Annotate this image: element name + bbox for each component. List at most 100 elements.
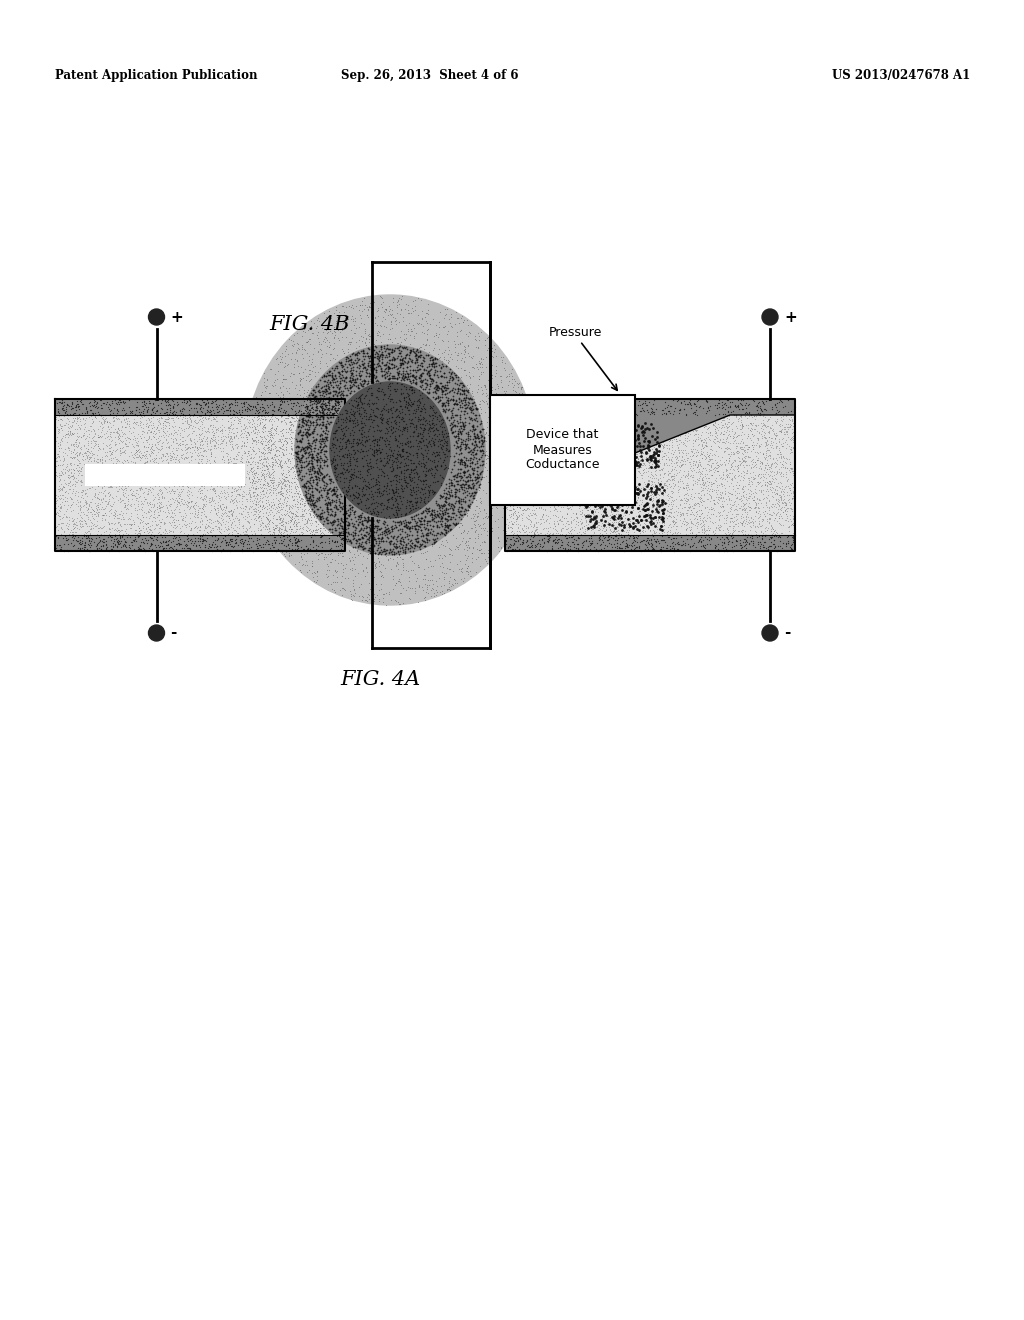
Point <box>135 420 152 441</box>
Point <box>465 536 481 557</box>
Point <box>183 422 200 444</box>
Point <box>521 508 538 529</box>
Point <box>638 504 654 525</box>
Point <box>96 428 113 449</box>
Point <box>507 426 523 447</box>
Point <box>585 434 601 455</box>
Point <box>539 467 555 488</box>
Point <box>441 418 458 440</box>
Point <box>248 502 264 523</box>
Point <box>365 393 381 414</box>
Point <box>362 477 379 498</box>
Point <box>194 483 210 504</box>
Point <box>73 470 89 491</box>
Point <box>287 506 303 527</box>
Point <box>228 523 245 544</box>
Point <box>509 490 525 511</box>
Point <box>515 520 531 541</box>
Point <box>335 389 351 411</box>
Point <box>232 471 249 492</box>
Point <box>716 532 732 553</box>
Point <box>762 504 778 525</box>
Point <box>728 417 744 438</box>
Point <box>322 350 338 371</box>
Point <box>597 499 613 520</box>
Point <box>664 465 680 486</box>
Point <box>572 503 589 524</box>
Point <box>516 499 532 520</box>
Point <box>514 422 530 444</box>
Point <box>697 432 714 453</box>
Point <box>635 506 651 527</box>
Point <box>318 399 335 420</box>
Point <box>727 450 743 471</box>
Point <box>140 457 157 478</box>
Point <box>233 503 250 524</box>
Point <box>710 430 726 451</box>
Point <box>466 513 482 535</box>
Point <box>510 442 526 463</box>
Point <box>710 420 726 441</box>
Point <box>194 480 210 502</box>
Point <box>519 459 536 480</box>
Point <box>86 500 102 521</box>
Point <box>627 461 643 482</box>
Point <box>609 449 626 470</box>
Point <box>677 510 693 531</box>
Point <box>267 527 284 548</box>
Point <box>638 531 654 552</box>
Point <box>353 375 370 396</box>
Point <box>492 441 508 462</box>
Point <box>286 356 302 378</box>
Point <box>583 454 599 475</box>
Point <box>266 454 283 475</box>
Point <box>60 408 77 429</box>
Point <box>679 421 695 442</box>
Point <box>468 455 484 477</box>
Point <box>292 475 308 496</box>
Point <box>361 463 378 484</box>
Point <box>422 397 438 418</box>
Point <box>325 516 341 537</box>
Point <box>301 384 317 405</box>
Point <box>612 496 629 517</box>
Point <box>500 477 516 498</box>
Point <box>595 503 611 524</box>
Point <box>404 358 421 379</box>
Point <box>573 434 590 455</box>
Point <box>548 418 564 440</box>
Point <box>415 579 431 601</box>
Point <box>651 451 668 473</box>
Point <box>286 408 302 429</box>
Point <box>668 440 684 461</box>
Point <box>447 425 464 446</box>
Point <box>730 477 746 498</box>
Point <box>426 482 442 503</box>
Point <box>109 480 125 502</box>
Point <box>724 524 740 545</box>
Point <box>527 519 544 540</box>
Point <box>606 437 623 458</box>
Point <box>421 417 437 438</box>
Point <box>298 467 314 488</box>
Point <box>708 422 724 444</box>
Point <box>307 478 324 499</box>
Point <box>227 469 244 490</box>
Point <box>604 447 621 469</box>
Point <box>674 453 690 474</box>
Point <box>321 440 337 461</box>
Point <box>389 440 406 461</box>
Point <box>383 475 399 496</box>
Point <box>323 574 339 595</box>
Point <box>147 513 164 535</box>
Point <box>314 409 331 430</box>
Point <box>196 455 212 477</box>
Point <box>364 367 380 388</box>
Point <box>514 450 530 471</box>
Point <box>474 418 490 440</box>
Point <box>674 471 690 492</box>
Point <box>354 527 371 548</box>
Point <box>337 404 353 425</box>
Point <box>581 461 597 482</box>
Point <box>454 479 470 500</box>
